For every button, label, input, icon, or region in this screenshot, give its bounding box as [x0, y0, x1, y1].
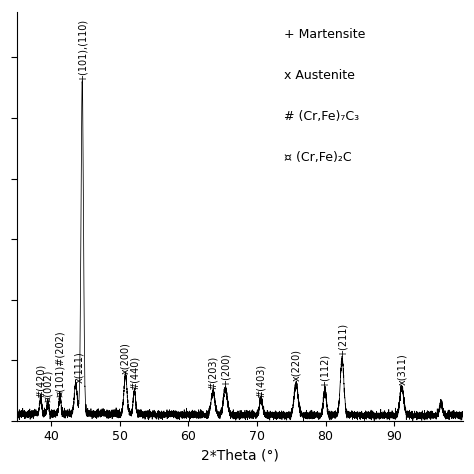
Text: #(440): #(440)	[129, 356, 139, 391]
Text: #(203): #(203)	[208, 356, 218, 391]
Text: +(112): +(112)	[320, 354, 330, 388]
Text: +(101),(110): +(101),(110)	[77, 18, 87, 82]
Text: x(220): x(220)	[291, 349, 301, 381]
Text: x(311): x(311)	[397, 354, 407, 385]
Text: +(200): +(200)	[220, 353, 230, 387]
Text: ¤(101)#(202): ¤(101)#(202)	[55, 330, 65, 397]
Text: ¤ (Cr,Fe)₂C: ¤ (Cr,Fe)₂C	[284, 151, 352, 164]
Text: #(403): #(403)	[256, 364, 266, 398]
Text: x(200): x(200)	[120, 342, 130, 374]
Text: + Martensite: + Martensite	[284, 28, 366, 41]
Text: # (Cr,Fe)₇C₃: # (Cr,Fe)₇C₃	[284, 110, 359, 123]
Text: +(211): +(211)	[337, 323, 347, 357]
Text: x Austenite: x Austenite	[284, 69, 356, 82]
Text: ¤(002): ¤(002)	[43, 370, 53, 402]
X-axis label: 2*Theta (°): 2*Theta (°)	[201, 449, 279, 463]
Text: x(111): x(111)	[74, 351, 84, 383]
Text: #(420): #(420)	[36, 364, 46, 398]
